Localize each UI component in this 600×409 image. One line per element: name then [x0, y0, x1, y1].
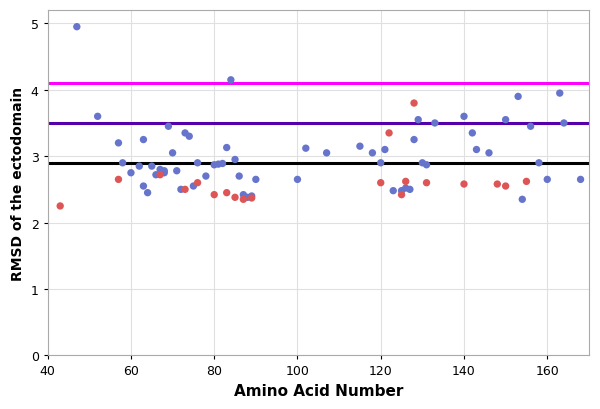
Point — [355, 144, 365, 150]
Point — [218, 161, 227, 167]
Point — [222, 190, 232, 196]
Point — [235, 173, 244, 180]
Point — [467, 130, 477, 137]
Point — [160, 170, 169, 177]
Point — [397, 192, 406, 198]
Point — [201, 173, 211, 180]
Point — [376, 180, 386, 187]
Point — [405, 187, 415, 193]
Point — [184, 134, 194, 140]
Point — [72, 25, 82, 31]
Point — [501, 183, 511, 190]
Point — [188, 183, 198, 190]
Point — [160, 168, 169, 175]
Point — [422, 162, 431, 169]
Point — [251, 177, 260, 183]
Point — [459, 181, 469, 188]
Point — [243, 195, 253, 201]
Point — [559, 120, 569, 127]
Point — [293, 177, 302, 183]
Point — [151, 172, 161, 179]
Point — [230, 195, 240, 201]
Point — [139, 137, 148, 144]
Point — [401, 179, 410, 185]
Point — [193, 180, 202, 187]
Point — [472, 147, 481, 153]
Point — [226, 77, 236, 84]
Point — [534, 160, 544, 166]
Point — [147, 164, 157, 170]
Point — [418, 160, 427, 166]
Point — [397, 188, 406, 194]
Point — [164, 124, 173, 130]
Point — [388, 188, 398, 194]
Point — [230, 157, 240, 163]
Point — [222, 145, 232, 151]
Point — [501, 117, 511, 124]
Point — [459, 114, 469, 120]
Point — [155, 167, 165, 173]
Point — [180, 187, 190, 193]
Point — [376, 160, 386, 166]
Point — [380, 147, 390, 153]
Point — [514, 94, 523, 101]
Point — [542, 177, 552, 183]
Point — [247, 195, 256, 202]
Point — [322, 150, 331, 157]
Point — [409, 137, 419, 144]
Point — [517, 197, 527, 203]
Point — [193, 160, 202, 166]
Y-axis label: RMSD of the ectodomain: RMSD of the ectodomain — [11, 86, 25, 280]
Point — [113, 140, 123, 147]
Point — [134, 164, 144, 170]
Point — [401, 185, 410, 192]
Point — [484, 150, 494, 157]
Point — [172, 168, 182, 175]
Point — [576, 177, 586, 183]
Point — [422, 180, 431, 187]
Point — [493, 181, 502, 188]
Point — [176, 187, 186, 193]
Point — [526, 124, 535, 130]
Point — [55, 203, 65, 210]
Point — [239, 197, 248, 203]
Point — [209, 162, 219, 169]
Point — [214, 162, 223, 168]
Point — [413, 117, 423, 124]
Point — [143, 190, 152, 196]
Point — [301, 146, 311, 152]
Point — [118, 160, 127, 166]
Point — [368, 150, 377, 157]
Point — [247, 193, 256, 200]
Point — [521, 179, 531, 185]
Point — [126, 170, 136, 177]
Point — [155, 172, 165, 179]
Point — [239, 192, 248, 198]
Point — [430, 120, 440, 127]
Point — [384, 130, 394, 137]
Point — [168, 150, 178, 157]
Point — [93, 114, 103, 120]
Point — [113, 177, 123, 183]
X-axis label: Amino Acid Number: Amino Acid Number — [233, 383, 403, 398]
Point — [209, 192, 219, 198]
Point — [409, 101, 419, 107]
Point — [180, 130, 190, 137]
Point — [139, 183, 148, 190]
Point — [555, 90, 565, 97]
